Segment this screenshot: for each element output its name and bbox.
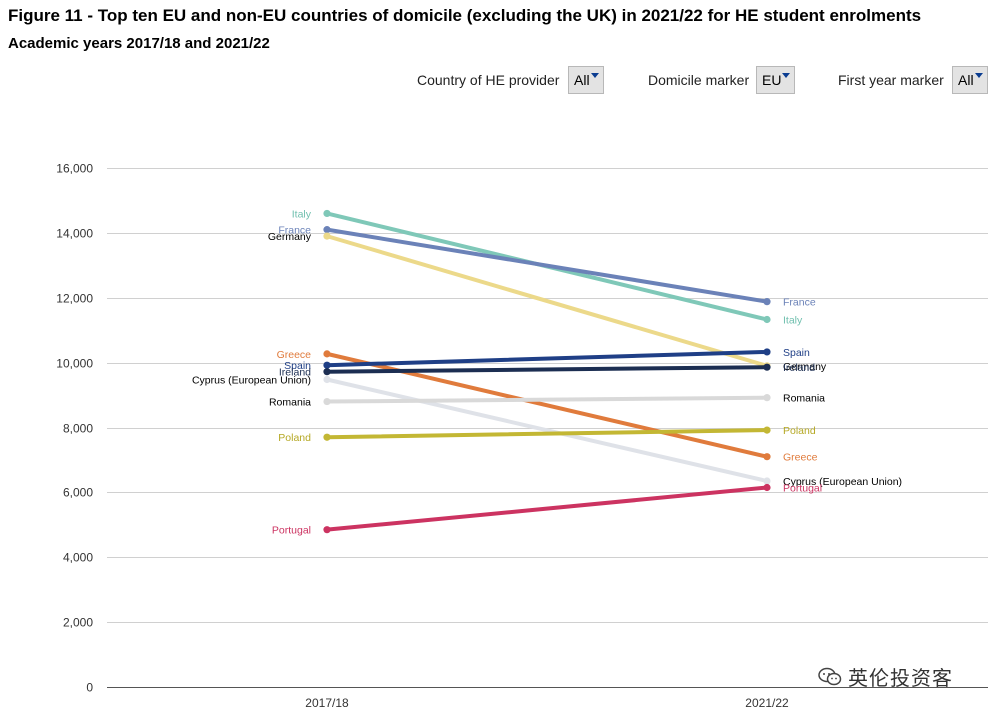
data-point xyxy=(323,433,331,441)
series-label-start: Romania xyxy=(269,397,311,409)
series-label-start: Ireland xyxy=(279,367,311,379)
filter-label-country-of-provider: Country of HE provider xyxy=(417,72,560,88)
series-line xyxy=(325,395,769,404)
y-tick-label: 16,000 xyxy=(56,162,93,176)
data-point xyxy=(323,368,331,376)
series-label-end: Germany xyxy=(783,361,827,373)
series-label-end: France xyxy=(783,297,816,309)
data-point xyxy=(323,226,331,234)
data-point xyxy=(763,298,771,306)
x-tick-label: 2017/18 xyxy=(305,696,349,710)
series-label-end: Italy xyxy=(783,314,803,326)
domicile-marker-value: EU xyxy=(762,72,782,88)
data-point xyxy=(323,350,331,358)
country-of-provider-value: All xyxy=(574,72,590,88)
series-label-end: Romania xyxy=(783,393,825,405)
data-point xyxy=(763,348,771,356)
data-point xyxy=(323,209,331,218)
first-year-marker-dropdown[interactable]: All xyxy=(952,66,988,94)
series-label-start: Portugal xyxy=(272,525,311,537)
series-label-start: Italy xyxy=(292,208,312,220)
series-line xyxy=(325,485,769,532)
x-tick-label: 2021/22 xyxy=(745,696,789,710)
series-line xyxy=(325,365,769,374)
series-label-end: Portugal xyxy=(783,483,822,495)
series-label-start: Cyprus (European Union) xyxy=(192,374,311,386)
data-point xyxy=(763,394,771,402)
series-label-start: France xyxy=(278,225,311,237)
filter-label-first-year-marker: First year marker xyxy=(838,72,944,88)
y-tick-label: 8,000 xyxy=(63,422,93,436)
y-tick-label: 4,000 xyxy=(63,551,93,565)
watermark-text: 英伦投资客 xyxy=(848,666,953,690)
y-tick-label: 6,000 xyxy=(63,486,93,500)
series-label-end: Poland xyxy=(783,425,816,437)
data-point xyxy=(323,361,331,369)
series-line xyxy=(325,234,769,368)
data-point xyxy=(323,526,331,534)
y-tick-label: 0 xyxy=(86,681,93,695)
series-label-end: Ireland xyxy=(783,362,815,374)
domicile-marker-dropdown[interactable]: EU xyxy=(756,66,795,94)
watermark: 英伦投资客 xyxy=(818,662,953,691)
country-of-provider-dropdown[interactable]: All xyxy=(568,66,604,94)
y-tick-label: 10,000 xyxy=(56,357,93,371)
chart-title: Figure 11 - Top ten EU and non-EU countr… xyxy=(8,6,922,25)
data-point xyxy=(763,315,771,324)
series-line xyxy=(325,227,769,304)
chevron-down-icon xyxy=(591,73,599,78)
series-label-start: Spain xyxy=(284,360,311,372)
series-line xyxy=(325,377,769,484)
data-point xyxy=(323,397,331,406)
chevron-down-icon xyxy=(782,73,790,78)
series-label-start: Greece xyxy=(277,349,312,361)
chart-subtitle: Academic years 2017/18 and 2021/22 xyxy=(8,35,270,52)
series-label-end: Spain xyxy=(783,347,810,359)
series-label-start: Germany xyxy=(268,231,312,243)
series-label-end: Cyprus (European Union) xyxy=(783,476,902,488)
series-label-start: Poland xyxy=(278,432,311,444)
data-point xyxy=(763,453,771,461)
filter-label-domicile-marker: Domicile marker xyxy=(648,72,750,88)
y-tick-label: 14,000 xyxy=(56,227,93,241)
data-point xyxy=(323,375,331,384)
chevron-down-icon xyxy=(975,73,983,78)
wechat-icon xyxy=(818,667,842,687)
data-point xyxy=(763,477,771,485)
data-point xyxy=(323,232,331,240)
data-point xyxy=(763,483,771,492)
data-point xyxy=(763,363,771,371)
series-line xyxy=(325,428,769,440)
first-year-marker-value: All xyxy=(958,72,974,88)
series-label-end: Greece xyxy=(783,452,818,464)
data-point xyxy=(763,426,771,434)
y-tick-label: 2,000 xyxy=(63,616,93,630)
y-tick-label: 12,000 xyxy=(56,292,93,306)
series-line xyxy=(325,349,769,368)
